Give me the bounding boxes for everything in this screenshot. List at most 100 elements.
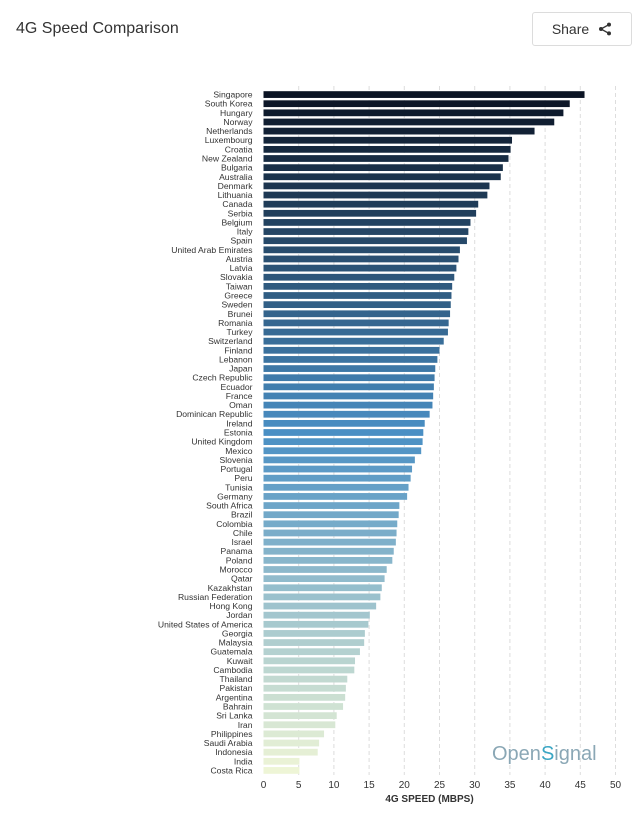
chart-bars	[263, 91, 585, 774]
category-label: Switzerland	[208, 336, 253, 346]
category-label: India	[234, 756, 253, 766]
bar	[263, 429, 424, 436]
category-label: Kuwait	[227, 656, 253, 666]
bar	[263, 620, 369, 628]
bar	[263, 365, 436, 372]
bar	[263, 127, 535, 135]
category-label: South Africa	[206, 501, 253, 511]
bar	[263, 703, 344, 710]
bar	[263, 118, 555, 126]
bar	[263, 383, 434, 391]
bar	[263, 739, 320, 747]
category-label: Hungary	[220, 108, 253, 118]
category-label: Philippines	[211, 729, 253, 739]
share-button-label: Share	[551, 21, 590, 37]
category-label: Taiwan	[226, 281, 253, 291]
bar	[263, 356, 438, 363]
bar	[263, 392, 434, 400]
bar	[263, 410, 430, 418]
bar	[263, 721, 336, 729]
category-label: Croatia	[225, 144, 253, 154]
bar	[263, 438, 423, 446]
bar	[263, 100, 570, 108]
share-button[interactable]: Share	[532, 12, 632, 46]
bar	[263, 511, 399, 519]
bar	[263, 648, 360, 656]
category-label: France	[226, 391, 253, 401]
bar	[263, 712, 337, 720]
x-tick-label: 50	[610, 780, 622, 791]
x-tick-label: 30	[469, 780, 481, 791]
bar	[263, 155, 509, 162]
category-label: Portugal	[220, 464, 252, 474]
category-label: Norway	[223, 117, 253, 127]
category-label: Italy	[237, 227, 253, 237]
category-label: Austria	[226, 254, 253, 264]
bar	[263, 136, 513, 144]
bar	[263, 675, 348, 683]
category-label: Poland	[226, 555, 253, 565]
bar	[263, 757, 300, 765]
x-tick-label: 25	[434, 780, 446, 791]
x-tick-label: 15	[364, 780, 376, 791]
category-label: Tunisia	[225, 482, 253, 492]
category-label: Dominican Republic	[176, 409, 253, 419]
chart-x-tick-labels: 0 5 10 15 20 25 30 35 40 45 50	[261, 780, 622, 791]
category-label: Latvia	[230, 263, 253, 273]
category-label: Luxembourg	[205, 135, 253, 145]
bar	[263, 483, 409, 491]
category-label: Iran	[238, 720, 253, 730]
bar	[263, 301, 451, 309]
bar	[263, 684, 346, 692]
bar	[263, 693, 346, 701]
category-label: Lithuania	[218, 190, 253, 200]
bar	[263, 401, 433, 409]
category-label: Japan	[229, 364, 253, 374]
category-label: Canada	[222, 199, 252, 209]
bar	[263, 109, 564, 117]
category-label: Georgia	[222, 628, 253, 638]
x-tick-label: 5	[296, 780, 302, 791]
category-label: Hong Kong	[209, 601, 252, 611]
bar	[263, 374, 435, 382]
bar	[263, 328, 448, 336]
category-label: Belgium	[221, 217, 252, 227]
page-title: 4G Speed Comparison	[16, 20, 179, 37]
category-label: Panama	[220, 546, 252, 556]
bar	[263, 630, 365, 637]
bar	[263, 246, 460, 254]
category-label: Brazil	[231, 510, 253, 520]
category-label: Estonia	[224, 428, 253, 438]
category-label: Peru	[234, 473, 252, 483]
bar	[263, 164, 503, 172]
category-label: Singapore	[213, 90, 252, 100]
bar	[263, 292, 452, 299]
category-label: Romania	[218, 318, 253, 328]
bar	[263, 337, 444, 345]
category-label: Bahrain	[223, 702, 253, 712]
share-icon	[598, 22, 612, 36]
bar	[263, 273, 455, 281]
category-label: Netherlands	[206, 126, 252, 136]
category-label: Slovenia	[220, 455, 253, 465]
category-label: United States of America	[158, 619, 253, 629]
category-label: Guatemala	[210, 647, 252, 657]
bar	[263, 465, 413, 473]
bar	[263, 520, 398, 528]
category-label: Chile	[233, 528, 253, 538]
category-label: Lebanon	[219, 354, 253, 364]
category-label: Brunei	[228, 309, 253, 319]
bar	[263, 173, 501, 181]
bar	[263, 346, 440, 354]
bar	[263, 657, 356, 665]
category-label: Kazakhstan	[208, 583, 253, 593]
category-label: Jordan	[226, 610, 252, 620]
category-label: Israel	[231, 537, 252, 547]
bar	[263, 730, 325, 738]
category-label: Russian Federation	[178, 592, 253, 602]
category-label: Indonesia	[215, 747, 252, 757]
bar	[263, 556, 393, 564]
bar	[263, 200, 479, 208]
